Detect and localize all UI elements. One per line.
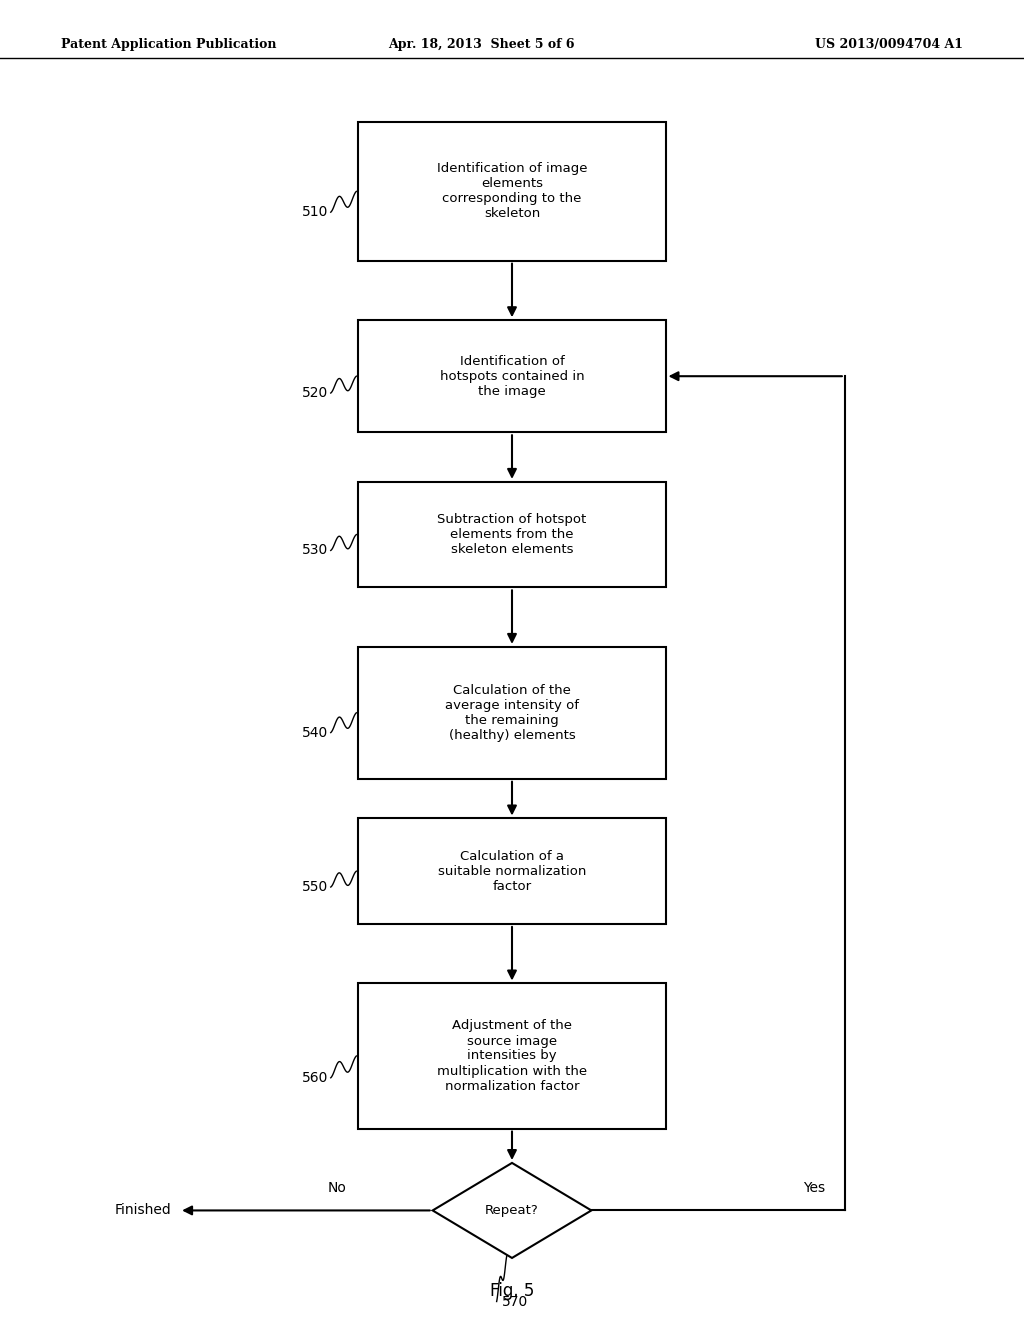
Text: Calculation of a
suitable normalization
factor: Calculation of a suitable normalization … [438,850,586,892]
Text: 570: 570 [502,1295,528,1309]
FancyBboxPatch shape [358,647,666,779]
Text: Repeat?: Repeat? [485,1204,539,1217]
Text: Finished: Finished [115,1204,171,1217]
Text: Apr. 18, 2013  Sheet 5 of 6: Apr. 18, 2013 Sheet 5 of 6 [388,38,574,51]
Text: US 2013/0094704 A1: US 2013/0094704 A1 [814,38,963,51]
Text: 560: 560 [302,1071,329,1085]
FancyBboxPatch shape [358,123,666,261]
Text: Fig. 5: Fig. 5 [489,1282,535,1300]
Text: 550: 550 [302,880,329,894]
Text: 540: 540 [302,726,329,739]
FancyBboxPatch shape [358,482,666,587]
FancyBboxPatch shape [358,818,666,924]
Text: Identification of image
elements
corresponding to the
skeleton: Identification of image elements corresp… [437,162,587,220]
Text: Patent Application Publication: Patent Application Publication [61,38,276,51]
Text: Identification of
hotspots contained in
the image: Identification of hotspots contained in … [439,355,585,397]
Text: 510: 510 [302,205,329,219]
FancyBboxPatch shape [358,983,666,1129]
Text: Adjustment of the
source image
intensities by
multiplication with the
normalizat: Adjustment of the source image intensiti… [437,1019,587,1093]
Polygon shape [432,1163,592,1258]
Text: No: No [328,1180,346,1195]
Text: Calculation of the
average intensity of
the remaining
(healthy) elements: Calculation of the average intensity of … [445,684,579,742]
FancyBboxPatch shape [358,321,666,433]
Text: 530: 530 [302,544,329,557]
Text: 520: 520 [302,385,329,400]
Text: Yes: Yes [803,1180,825,1195]
Text: Subtraction of hotspot
elements from the
skeleton elements: Subtraction of hotspot elements from the… [437,513,587,556]
